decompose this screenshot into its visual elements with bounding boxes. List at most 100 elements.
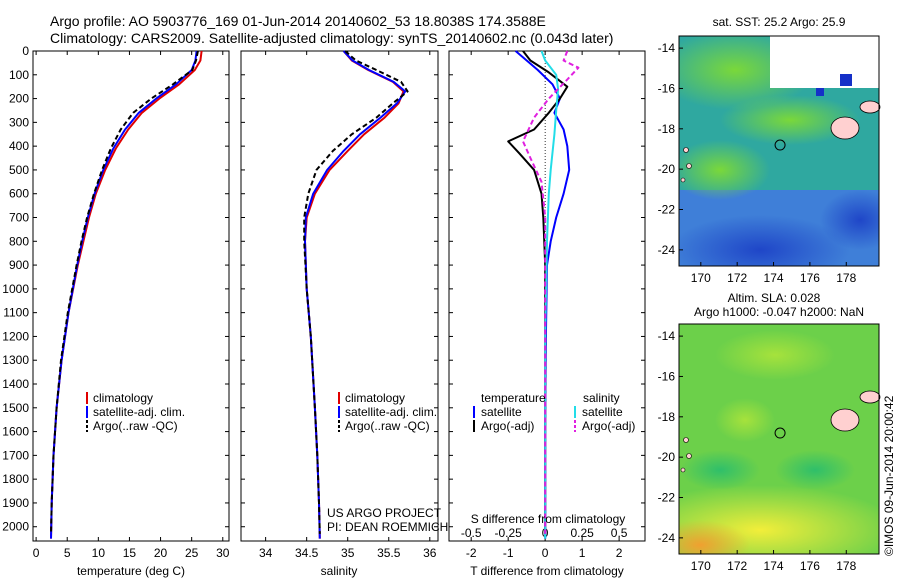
sst-cloud-pixel [840, 74, 852, 86]
sla-map-lon-ticks: 170 172 174 176 178 [691, 550, 857, 573]
sst-cool-patch [820, 190, 879, 250]
lat-tick-label: -14 [658, 41, 676, 55]
lon-tick-label: 176 [800, 559, 820, 573]
y-tick-label: 0 [22, 44, 29, 58]
salinity-x-label: salinity [321, 564, 358, 578]
series-line-t-satellite [514, 50, 571, 539]
top-tick-label: -0.25 [494, 526, 522, 540]
y-tick-label: 900 [9, 258, 29, 272]
x-tick-label: 0 [33, 546, 40, 560]
x-tick-label: 5 [64, 546, 71, 560]
argo-position-marker [774, 139, 786, 151]
lat-tick-label: -16 [658, 81, 676, 95]
difference-depth-ticks [449, 50, 645, 528]
y-tick-label: 1700 [2, 448, 29, 462]
lon-tick-label: 170 [691, 559, 711, 573]
sla-map-title-1: Altim. SLA: 0.028 [728, 291, 821, 305]
sla-map-title-2: Argo h1000: -0.047 h2000: NaN [694, 305, 864, 319]
legend-label: satellite [481, 405, 522, 419]
header-line-1: Argo profile: AO 5903776_169 01-Jun-2014… [50, 13, 546, 29]
lat-tick-label: -22 [658, 203, 676, 217]
lat-tick-label: -24 [658, 243, 676, 257]
y-tick-label: 500 [9, 163, 29, 177]
salinity-series [303, 50, 409, 539]
x-tick-label: -2 [466, 546, 477, 560]
fiji-island-icon [830, 408, 860, 432]
difference-x-label: T difference from climatology [470, 564, 624, 578]
difference-series [507, 50, 580, 539]
y-tick-label: 800 [9, 234, 29, 248]
sla-low-patch [715, 398, 775, 442]
y-tick-label: 1000 [2, 282, 29, 296]
legend-label: satellite-adj. clim. [93, 405, 185, 419]
x-tick-label: 36 [423, 546, 437, 560]
lon-tick-label: 170 [691, 271, 711, 285]
y-tick-label: 1200 [2, 329, 29, 343]
series-line-t-argo-adj [507, 50, 569, 534]
island-dot-icon [680, 177, 686, 183]
x-tick-label: 35 [341, 546, 355, 560]
top-tick-label: -0.5 [461, 526, 482, 540]
salinity-panel-frame [240, 50, 439, 542]
header-line-2: Climatology: CARS2009. Satellite-adjuste… [50, 30, 613, 46]
series-line-satellite-adj-clim [304, 50, 407, 539]
x-tick-label: 34 [259, 546, 273, 560]
lat-tick-label: -18 [658, 410, 676, 424]
sst-land-mask [770, 36, 879, 88]
top-tick-label: 0.5 [611, 526, 628, 540]
y-tick-label: 400 [9, 139, 29, 153]
legend-label: climatology [93, 391, 153, 405]
x-tick-label: 34.5 [295, 546, 319, 560]
difference-salinity-ticks: -0.5 -0.25 0 0.25 0.5 [461, 526, 628, 540]
island-dot-icon [680, 467, 686, 473]
series-line-s-satellite [540, 50, 560, 539]
lon-tick-label: 172 [727, 559, 747, 573]
sla-map-frame [678, 323, 880, 555]
x-tick-label: 10 [92, 546, 106, 560]
lon-tick-label: 178 [836, 271, 856, 285]
island-dot-icon [686, 453, 692, 459]
sst-warm-patch [679, 140, 770, 200]
temperature-x-ticks: 0 5 10 15 20 25 30 [33, 51, 230, 560]
sla-low-patch [715, 330, 835, 380]
series-line-argo-raw-qc [50, 50, 199, 534]
legend-label: Argo(..raw -QC) [345, 419, 430, 433]
salinity-depth-ticks [241, 50, 438, 528]
x-tick-label: 25 [185, 546, 199, 560]
legend-header-temperature: temperature [481, 391, 546, 405]
salinity-legend: climatology satellite-adj. clim. Argo(..… [338, 391, 437, 433]
x-tick-label: 30 [216, 546, 230, 560]
sst-cool-patch [679, 215, 850, 266]
lon-tick-label: 178 [836, 559, 856, 573]
argo-position-marker [774, 427, 786, 439]
x-tick-label: 0 [542, 546, 549, 560]
lat-tick-label: -24 [658, 531, 676, 545]
lat-tick-label: -20 [658, 450, 676, 464]
lon-tick-label: 172 [727, 271, 747, 285]
temperature-legend: climatology satellite-adj. clim. Argo(..… [86, 391, 185, 433]
x-tick-label: 1 [579, 546, 586, 560]
y-tick-label: 700 [9, 211, 29, 225]
island-dot-icon [683, 437, 689, 443]
sla-map [678, 323, 881, 555]
sla-low-patch [680, 450, 760, 490]
series-line-climatology [304, 50, 405, 539]
x-tick-label: 15 [123, 546, 137, 560]
legend-label: climatology [345, 391, 405, 405]
fiji-island-icon [859, 390, 881, 404]
difference-x-ticks: -2 -1 0 1 2 [466, 51, 623, 560]
fiji-island-icon [830, 116, 860, 140]
lat-tick-label: -20 [658, 162, 676, 176]
legend-label: Argo(..raw -QC) [93, 419, 178, 433]
legend-label: satellite [582, 405, 623, 419]
fiji-island-icon [859, 100, 881, 114]
y-tick-label: 1300 [2, 353, 29, 367]
pi-annotation: PI: DEAN ROEMMICH [327, 520, 448, 534]
sst-map [678, 35, 881, 267]
difference-top-label: S difference from climatology [471, 512, 626, 526]
x-tick-label: 2 [616, 546, 623, 560]
x-tick-label: 35.5 [377, 546, 401, 560]
y-tick-label: 1500 [2, 401, 29, 415]
series-line-argo-raw-qc [303, 50, 409, 534]
